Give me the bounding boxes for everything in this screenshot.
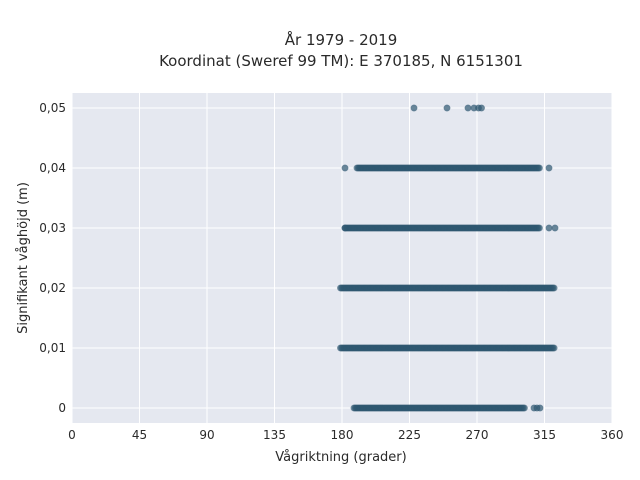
scatter-point [545, 164, 553, 172]
scatter-point [477, 104, 485, 112]
scatter-point [443, 104, 451, 112]
scatter-point [550, 344, 558, 352]
scatter-point [341, 164, 349, 172]
chart-title-line1: År 1979 - 2019 [285, 30, 398, 49]
scatter-point [410, 104, 418, 112]
y-tick-label: 0,04 [39, 161, 66, 175]
scatter-point [341, 224, 349, 232]
y-tick-label: 0,01 [39, 341, 66, 355]
y-tick-label: 0,03 [39, 221, 66, 235]
x-axis-label: Vågriktning (grader) [275, 450, 406, 465]
x-tick-label: 180 [331, 428, 354, 442]
scatter-point [535, 224, 543, 232]
scatter-point [520, 404, 528, 412]
x-tick-label: 135 [263, 428, 286, 442]
x-tick-label: 225 [398, 428, 421, 442]
x-tick-label: 45 [132, 428, 147, 442]
y-axis-label: Signifikant våghöjd (m) [16, 182, 31, 334]
x-tick-label: 270 [466, 428, 489, 442]
chart-title-line2: Koordinat (Sweref 99 TM): E 370185, N 61… [159, 52, 523, 70]
scatter-point [551, 224, 559, 232]
y-axis-ticks: 0 0,01 0,02 0,03 0,04 0,05 [39, 101, 66, 415]
scatter-point [545, 224, 553, 232]
scatter-point [464, 104, 472, 112]
scatter-point [535, 164, 543, 172]
x-tick-label: 360 [601, 428, 624, 442]
y-tick-label: 0,05 [39, 101, 66, 115]
y-tick-label: 0 [58, 401, 66, 415]
scatter-point [536, 404, 544, 412]
x-tick-label: 0 [68, 428, 76, 442]
x-tick-label: 90 [199, 428, 214, 442]
x-tick-label: 315 [533, 428, 556, 442]
y-tick-label: 0,02 [39, 281, 66, 295]
scatter-point [550, 284, 558, 292]
data-points [336, 104, 559, 412]
x-axis-ticks: 0 45 90 135 180 225 270 315 360 [68, 428, 623, 442]
